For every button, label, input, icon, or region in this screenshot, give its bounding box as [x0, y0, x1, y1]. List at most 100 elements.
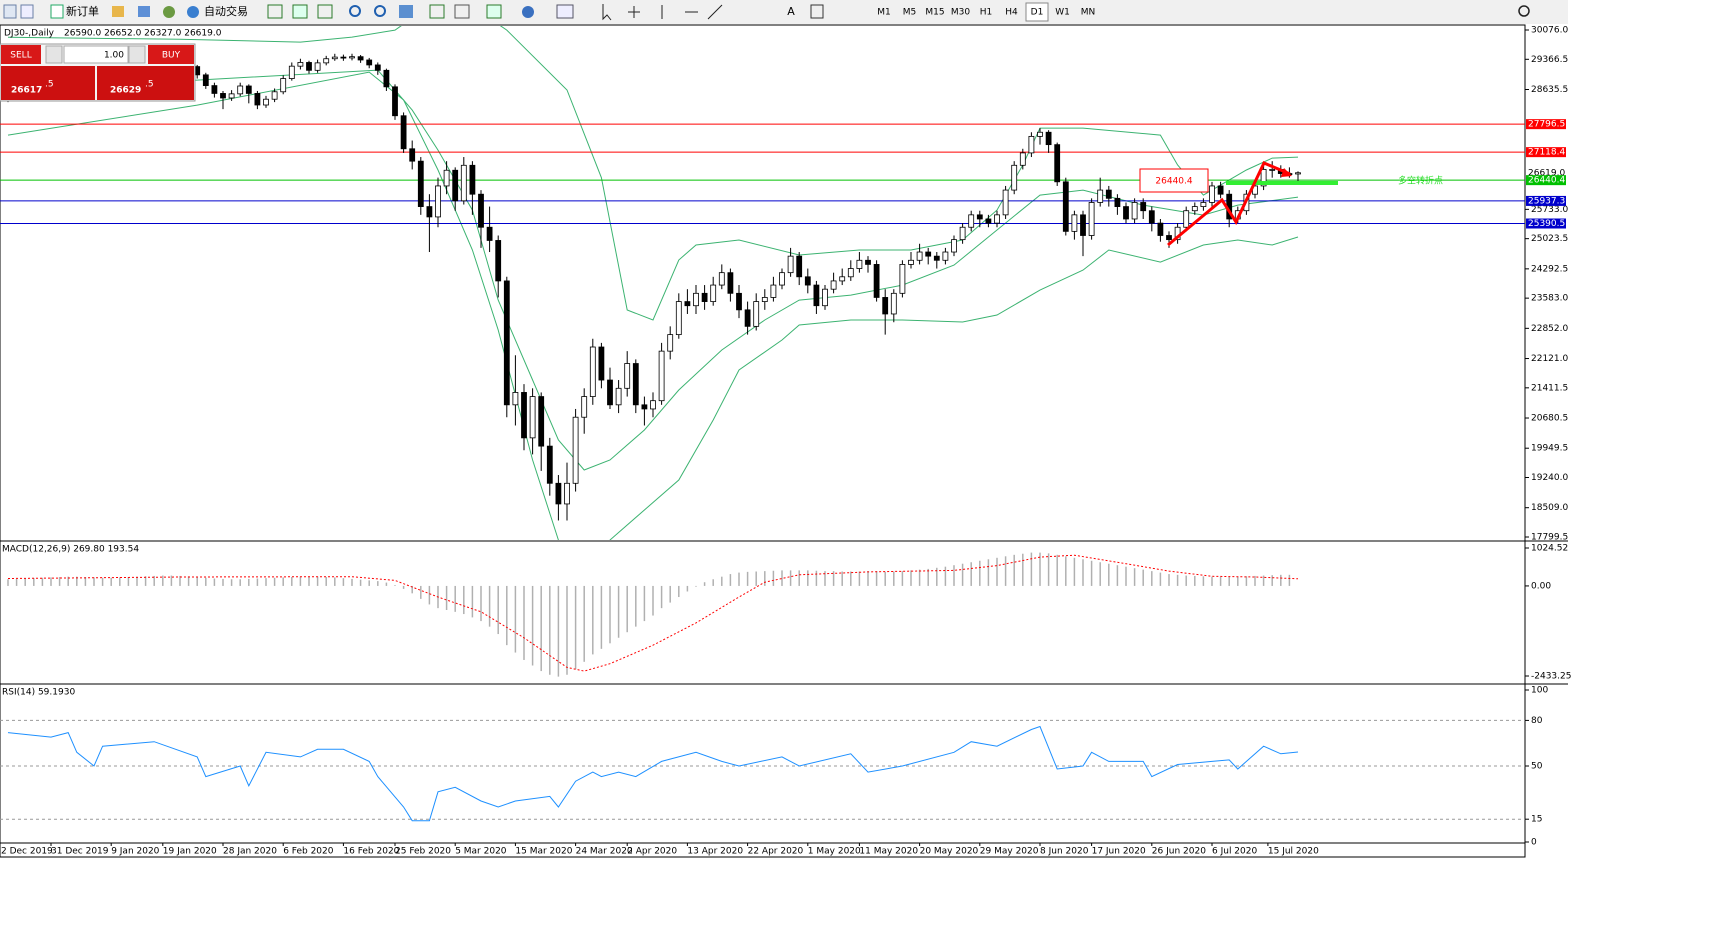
y-tick-label: 19240.0 — [1531, 473, 1568, 483]
timeframe-button[interactable]: H4 — [1005, 8, 1018, 18]
x-tick-label: 26 Jun 2020 — [1152, 847, 1206, 857]
lot-input[interactable] — [63, 45, 129, 64]
toolbar-button[interactable]: 自动交易 — [204, 4, 248, 18]
candle-body — [400, 115, 407, 150]
sell-pips[interactable]: .5 — [45, 80, 54, 90]
x-tick-label: 22 Apr 2020 — [748, 847, 804, 857]
sell-price[interactable]: 26617 — [11, 86, 42, 96]
buy-pips[interactable]: .5 — [145, 80, 154, 90]
candle-body — [228, 93, 235, 99]
sell-button[interactable] — [1, 45, 41, 64]
timeframe-button[interactable]: M5 — [903, 8, 917, 18]
y-tick-label: 20680.5 — [1531, 414, 1568, 424]
bollinger-band — [7, 26, 1299, 321]
candle-body — [908, 259, 914, 265]
toolbar-icons: A — [3, 4, 1530, 21]
level-tag — [1526, 175, 1566, 186]
y-tick-label: 23583.0 — [1531, 294, 1568, 304]
candle-body — [1088, 202, 1095, 236]
x-tick-label: 15 Mar 2020 — [515, 847, 572, 857]
candle-body — [1200, 202, 1207, 207]
y-tick-label: 19949.5 — [1531, 444, 1568, 454]
x-tick-label: 28 Jan 2020 — [223, 847, 277, 857]
buy-price-box[interactable] — [97, 66, 194, 100]
x-tick-label: 20 May 2020 — [920, 847, 979, 857]
candle-body — [1019, 152, 1026, 166]
x-tick-label: 5 Mar 2020 — [455, 847, 507, 857]
candle-body — [1045, 131, 1052, 146]
candle-body — [417, 160, 424, 207]
y-tick-label: 0.00 — [1531, 581, 1551, 591]
candle-body — [1209, 185, 1215, 203]
bollinger-band — [7, 69, 1299, 471]
candle-body — [245, 85, 252, 94]
chart-title: DJ30-,Daily — [4, 29, 55, 39]
level-tag — [1526, 218, 1566, 229]
sell-label[interactable]: SELL — [10, 51, 31, 61]
x-tick-label: 17 Jun 2020 — [1092, 847, 1146, 857]
candle-body — [1080, 214, 1086, 236]
candle-body — [443, 169, 450, 187]
candle-body — [882, 297, 889, 315]
timeframe-button[interactable]: H1 — [980, 8, 993, 18]
candle-body — [650, 400, 656, 410]
y-tick-label: 29366.5 — [1531, 55, 1568, 65]
timeframe-button[interactable]: M15 — [925, 8, 944, 18]
candle-body — [641, 404, 648, 410]
buy-label[interactable]: BUY — [162, 51, 181, 61]
lot-value[interactable]: 1.00 — [104, 51, 124, 61]
x-tick-label: 1 May 2020 — [808, 847, 861, 857]
sell-price-box[interactable] — [1, 66, 95, 100]
candle-body — [1002, 189, 1009, 216]
x-tick-label: 13 Apr 2020 — [687, 847, 743, 857]
x-tick-label: 29 May 2020 — [980, 847, 1039, 857]
candle-body — [693, 292, 699, 307]
y-tick-label: 25023.5 — [1531, 234, 1568, 244]
x-tick-label: 24 Mar 2020 — [576, 847, 633, 857]
y-tick-label: 80 — [1531, 716, 1543, 726]
y-tick-label: 25733.0 — [1531, 205, 1568, 215]
x-tick-label: 25 Feb 2020 — [395, 847, 451, 857]
timeframe-button[interactable]: MN — [1081, 8, 1096, 18]
candle-body — [374, 64, 381, 71]
candle-body — [297, 62, 304, 67]
timeframe-button[interactable]: W1 — [1055, 8, 1070, 18]
candle-body — [710, 284, 717, 302]
y-tick-label: 30076.0 — [1531, 26, 1568, 36]
candle-body — [822, 288, 828, 307]
candle-body — [452, 169, 459, 202]
candle-body — [787, 255, 794, 274]
candle-body — [1097, 189, 1104, 203]
candle-body — [1011, 164, 1018, 191]
candle-body — [521, 392, 527, 439]
level-label: 25937.3 — [1528, 196, 1565, 206]
candle-body — [263, 98, 269, 106]
candle-body — [865, 259, 871, 265]
buy-price[interactable]: 26629 — [110, 86, 141, 96]
candle-body — [220, 93, 226, 99]
timeframe-active — [1025, 2, 1049, 22]
y-tick-label: 1024.52 — [1531, 544, 1568, 554]
candle-body — [1105, 189, 1112, 199]
timeframe-button[interactable]: M1 — [877, 8, 891, 18]
timeframe-button[interactable]: M30 — [951, 8, 970, 18]
candle-body — [675, 301, 682, 336]
candle-body — [1028, 135, 1035, 154]
candle-body — [478, 193, 484, 228]
candle-body — [426, 206, 433, 218]
candle-body — [1295, 172, 1301, 175]
candle-body — [366, 59, 373, 66]
annotation: 多空转折点 — [1398, 175, 1443, 187]
timeframe-button[interactable]: D1 — [1031, 8, 1044, 18]
candle-body — [933, 255, 940, 261]
candle-body — [538, 396, 545, 447]
y-tick-label: 28635.5 — [1531, 85, 1568, 95]
toolbar-button[interactable]: 新订单 — [66, 4, 99, 18]
svg-text:A: A — [787, 5, 795, 18]
buy-button[interactable] — [148, 45, 194, 64]
x-tick-label: 8 Jun 2020 — [1040, 847, 1089, 857]
candle-body — [1148, 210, 1155, 224]
candle-body — [951, 239, 957, 253]
